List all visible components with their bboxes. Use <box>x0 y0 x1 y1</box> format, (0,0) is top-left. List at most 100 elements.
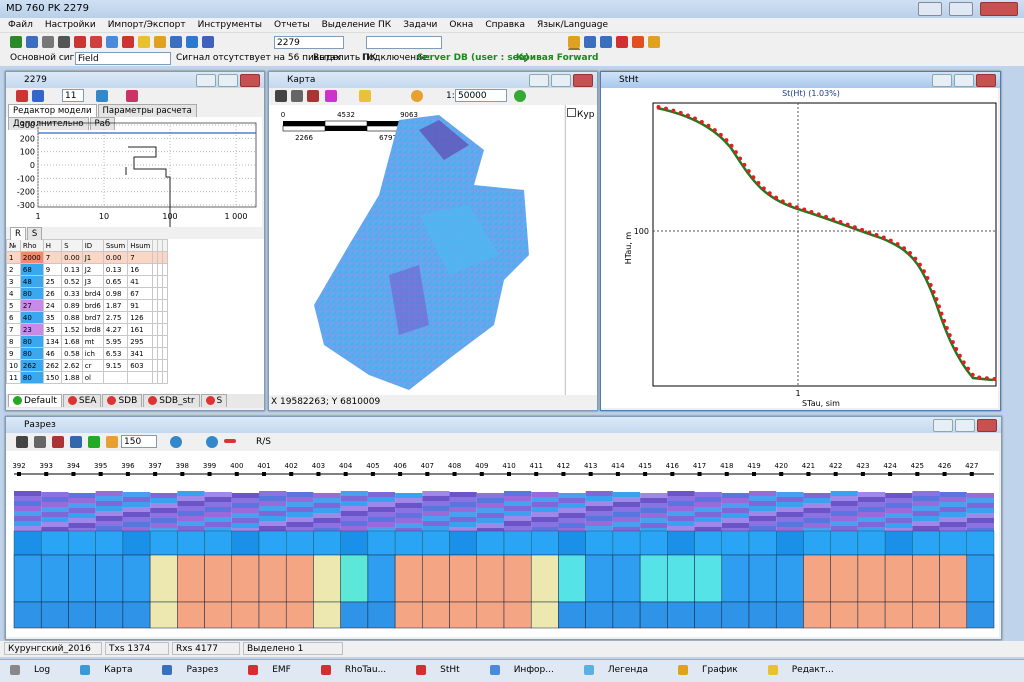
tool-icon[interactable] <box>32 90 44 102</box>
tool-icon[interactable] <box>584 36 596 48</box>
tool-icon[interactable] <box>122 36 134 48</box>
task-item[interactable]: Разрез <box>160 660 232 680</box>
table-row[interactable]: 8801341.68mt5.95295 <box>7 336 168 348</box>
table-row[interactable]: 480260.33brd40.9867 <box>7 288 168 300</box>
menu-item[interactable]: Окна <box>449 20 473 30</box>
tool-icon[interactable] <box>648 36 660 48</box>
tab[interactable]: SEA <box>63 394 102 407</box>
tool-icon[interactable] <box>600 36 612 48</box>
tab[interactable]: SDB_str <box>143 394 199 407</box>
tool-icon[interactable] <box>154 36 166 48</box>
layer-count[interactable]: 11 <box>62 89 84 102</box>
minimize-button[interactable] <box>918 2 942 16</box>
task-item[interactable]: Редакт... <box>766 660 848 680</box>
combo[interactable] <box>366 36 442 49</box>
apply-button[interactable] <box>514 90 526 102</box>
menu-item[interactable]: Задачи <box>403 20 437 30</box>
tab[interactable]: SDB <box>102 394 142 407</box>
tool-icon[interactable] <box>58 36 70 48</box>
table-row[interactable]: 640350.88brd72.75126 <box>7 312 168 324</box>
tool-icon[interactable] <box>275 90 287 102</box>
task-item[interactable]: RhoTau... <box>319 660 400 680</box>
tool-icon[interactable] <box>96 90 108 102</box>
tab[interactable]: Default <box>8 394 62 407</box>
tab[interactable]: S <box>27 227 42 240</box>
section-layer <box>531 602 558 628</box>
table-row[interactable]: 11801501.88ol <box>7 372 168 384</box>
scale-input[interactable]: 50000 <box>455 89 507 102</box>
zoom-input[interactable]: 150 <box>121 435 157 448</box>
tool-icon[interactable] <box>138 36 150 48</box>
tool-icon[interactable] <box>34 436 46 448</box>
tool-icon[interactable] <box>202 36 214 48</box>
tool-icon[interactable] <box>170 436 182 448</box>
table-row[interactable]: 980460.58ich6.53341 <box>7 348 168 360</box>
table-row[interactable]: 26890.13J20.1316 <box>7 264 168 276</box>
tool-icon[interactable] <box>74 36 86 48</box>
menu-item[interactable]: Настройки <box>45 20 96 30</box>
tab[interactable]: Раб <box>90 117 116 130</box>
tool-icon[interactable] <box>411 90 423 102</box>
status-field: Курунгский_2016 <box>4 642 102 655</box>
model-bottom-tabs: DefaultSEASDBSDB_strS <box>6 394 264 408</box>
tool-icon[interactable] <box>126 90 138 102</box>
menu-item[interactable]: Отчеты <box>274 20 310 30</box>
tool-icon[interactable] <box>70 436 82 448</box>
tool-icon[interactable] <box>616 36 628 48</box>
tool-icon[interactable] <box>568 36 580 48</box>
tab[interactable]: R <box>10 227 26 240</box>
tool-icon[interactable] <box>16 90 28 102</box>
tool-icon[interactable] <box>42 36 54 48</box>
tool-icon[interactable] <box>186 36 198 48</box>
tool-icon[interactable] <box>170 36 182 48</box>
tool-icon[interactable] <box>359 90 371 102</box>
tool-icon[interactable] <box>632 36 644 48</box>
task-label: График <box>702 660 738 680</box>
task-item[interactable]: StHt <box>414 660 474 680</box>
task-item[interactable]: Инфор... <box>488 660 568 680</box>
tool-icon[interactable] <box>106 436 118 448</box>
close-button[interactable] <box>980 2 1018 16</box>
table-row[interactable]: 723351.52brd84.27161 <box>7 324 168 336</box>
tool-icon[interactable] <box>224 439 236 443</box>
tool-icon[interactable] <box>90 36 102 48</box>
table-cell <box>163 360 168 372</box>
menu-item[interactable]: Файл <box>8 20 33 30</box>
table-row[interactable]: 348250.52J30.6541 <box>7 276 168 288</box>
menu-item[interactable]: Выделение ПК <box>322 20 392 30</box>
task-item[interactable]: График <box>676 660 752 680</box>
table-row[interactable]: 527240.89brd61.8791 <box>7 300 168 312</box>
tool-icon[interactable] <box>206 436 218 448</box>
profile-combo[interactable]: 2279 <box>274 36 344 49</box>
tool-icon[interactable] <box>106 36 118 48</box>
menu-item[interactable]: Инструменты <box>198 20 262 30</box>
table-row[interactable]: 1200070.00J10.007 <box>7 252 168 264</box>
tool-icon[interactable] <box>325 90 337 102</box>
observed-point <box>700 120 704 124</box>
tab[interactable]: S <box>201 394 228 407</box>
signal-combo[interactable]: Field <box>75 52 171 65</box>
observed-point <box>939 312 943 316</box>
table-row[interactable]: 102622622.62cr9.15603 <box>7 360 168 372</box>
tool-icon[interactable] <box>10 36 22 48</box>
menu-item[interactable]: Язык/Language <box>537 20 608 30</box>
tool-icon[interactable] <box>291 90 303 102</box>
tool-icon[interactable] <box>52 436 64 448</box>
tool-icon[interactable] <box>26 36 38 48</box>
menu-item[interactable]: Импорт/Экспорт <box>108 20 186 30</box>
rs-button[interactable]: R/S <box>256 437 271 447</box>
task-item[interactable]: Log <box>8 660 64 680</box>
tool-icon[interactable] <box>16 436 28 448</box>
tab[interactable]: Редактор модели <box>8 104 97 117</box>
tool-icon[interactable] <box>307 90 319 102</box>
layer-checkbox[interactable] <box>567 108 576 117</box>
task-item[interactable]: Легенда <box>582 660 662 680</box>
maximize-button[interactable] <box>949 2 973 16</box>
task-item[interactable]: Карта <box>78 660 146 680</box>
tab[interactable]: Параметры расчета <box>98 104 197 117</box>
task-item[interactable]: EMF <box>246 660 305 680</box>
table-cell: 48 <box>20 276 43 288</box>
menu-item[interactable]: Справка <box>485 20 525 30</box>
forward-button[interactable]: Кривая Forward <box>516 50 598 66</box>
tool-icon[interactable] <box>88 436 100 448</box>
